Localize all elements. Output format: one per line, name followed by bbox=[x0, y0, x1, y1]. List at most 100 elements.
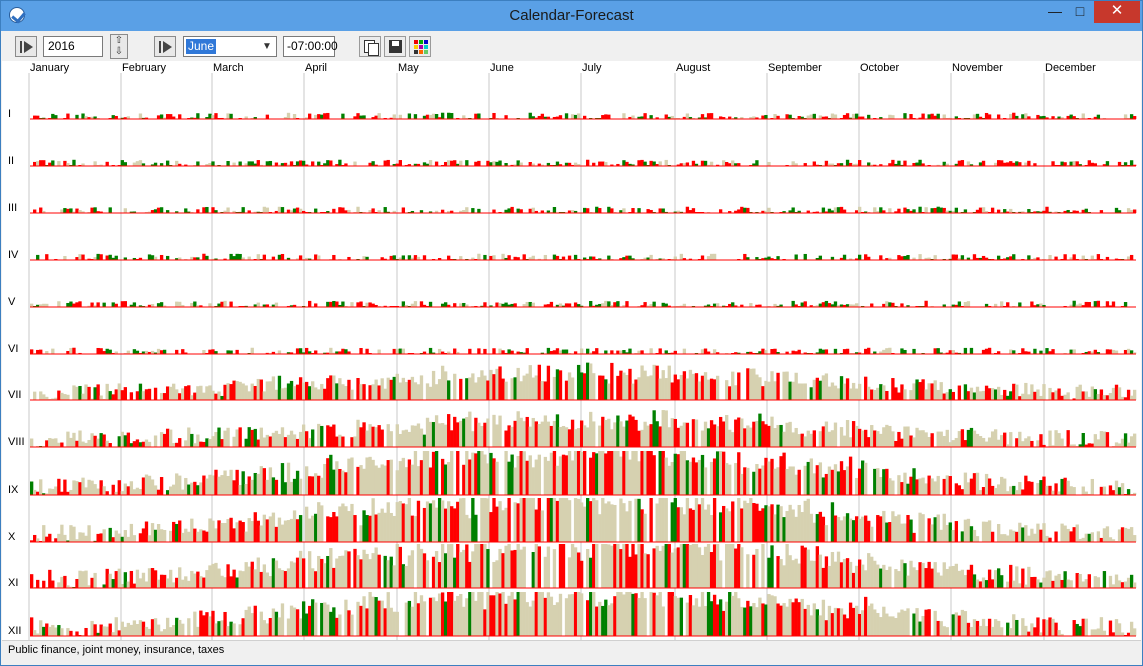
day-bar bbox=[1048, 387, 1052, 400]
day-bar bbox=[371, 426, 375, 447]
day-bar bbox=[404, 429, 409, 447]
day-bar bbox=[592, 351, 596, 354]
day-bar bbox=[513, 599, 517, 636]
day-bar bbox=[301, 352, 306, 354]
day-bar bbox=[691, 509, 696, 542]
day-bar bbox=[842, 614, 847, 636]
day-bar bbox=[688, 544, 693, 588]
day-bar bbox=[277, 433, 282, 447]
day-bar bbox=[392, 210, 396, 213]
day-bar bbox=[407, 113, 412, 119]
day-bar bbox=[33, 534, 37, 542]
day-bar bbox=[365, 348, 369, 354]
day-bar bbox=[839, 257, 844, 260]
day-bar bbox=[1036, 617, 1040, 636]
day-bar bbox=[380, 378, 384, 400]
arrow-down-icon[interactable]: ⇩ bbox=[114, 46, 124, 57]
day-bar bbox=[202, 350, 206, 354]
year-input[interactable]: 2016 bbox=[43, 36, 103, 57]
day-bar bbox=[767, 594, 771, 636]
day-bar bbox=[1045, 348, 1049, 354]
day-bar bbox=[930, 524, 934, 542]
day-bar bbox=[295, 207, 300, 213]
day-bar bbox=[329, 454, 333, 495]
chevron-down-icon[interactable]: ▼ bbox=[262, 41, 272, 52]
day-bar bbox=[1054, 531, 1058, 542]
day-bar bbox=[966, 482, 971, 495]
day-bar bbox=[298, 478, 303, 495]
play-month-button[interactable] bbox=[154, 36, 176, 57]
day-bar bbox=[788, 555, 792, 588]
day-bar bbox=[1060, 523, 1064, 542]
day-bar bbox=[797, 504, 801, 542]
close-button[interactable]: ✕ bbox=[1094, 1, 1140, 23]
day-bar bbox=[1039, 116, 1043, 119]
arrow-up-icon[interactable]: ⇧ bbox=[114, 35, 124, 46]
minimize-button[interactable]: — bbox=[1048, 3, 1062, 19]
chart-canvas[interactable]: January February March April May June July Augu… bbox=[2, 61, 1141, 640]
day-bar bbox=[990, 431, 995, 447]
day-bar bbox=[332, 567, 336, 588]
year-stepper[interactable]: ⇧ ⇩ bbox=[110, 34, 128, 59]
day-bar bbox=[175, 473, 179, 495]
day-bar bbox=[123, 301, 127, 307]
day-bar bbox=[344, 349, 348, 354]
day-bar bbox=[162, 349, 167, 354]
day-bar bbox=[447, 304, 451, 307]
day-bar bbox=[903, 207, 907, 213]
day-bar bbox=[1048, 351, 1052, 354]
day-bar bbox=[72, 385, 76, 400]
time-offset-input[interactable]: -07:00:00 bbox=[283, 36, 338, 57]
day-bar bbox=[601, 544, 605, 588]
day-bar bbox=[335, 461, 339, 495]
day-bar bbox=[815, 258, 819, 260]
day-bar bbox=[652, 548, 656, 588]
day-bar bbox=[474, 544, 478, 588]
day-bar bbox=[1078, 164, 1082, 166]
day-bar bbox=[253, 428, 257, 447]
day-bar bbox=[30, 617, 34, 636]
calendar-chart[interactable]: January February March April May June July Augu… bbox=[2, 61, 1141, 640]
day-bar bbox=[561, 498, 566, 542]
day-bar bbox=[700, 114, 705, 119]
day-bar bbox=[84, 535, 88, 542]
day-bar bbox=[918, 478, 922, 495]
day-bar bbox=[981, 577, 986, 588]
copy-button[interactable] bbox=[359, 36, 381, 57]
day-bar bbox=[1117, 623, 1122, 636]
day-bar bbox=[761, 421, 765, 447]
day-bar bbox=[304, 257, 309, 260]
day-bar bbox=[779, 605, 783, 636]
day-bar bbox=[731, 501, 735, 542]
day-bar bbox=[501, 378, 505, 400]
month-select[interactable]: June ▼ bbox=[183, 36, 277, 57]
day-bar bbox=[332, 301, 336, 307]
day-bar bbox=[1036, 389, 1040, 400]
day-bar bbox=[700, 349, 705, 354]
day-bar bbox=[434, 451, 439, 495]
day-bar bbox=[117, 383, 121, 400]
day-bar bbox=[108, 207, 112, 213]
day-bar bbox=[1051, 490, 1055, 495]
day-bar bbox=[583, 257, 587, 260]
day-bar bbox=[927, 114, 931, 119]
day-bar bbox=[165, 490, 170, 495]
maximize-button[interactable]: □ bbox=[1075, 3, 1085, 19]
day-bar bbox=[314, 473, 318, 495]
day-bar bbox=[891, 511, 895, 542]
day-bar bbox=[812, 430, 816, 447]
color-cell bbox=[424, 45, 428, 49]
day-bar bbox=[114, 617, 118, 636]
color-settings-button[interactable] bbox=[409, 36, 431, 57]
save-button[interactable] bbox=[384, 36, 406, 57]
day-bar bbox=[924, 389, 928, 400]
play-year-button[interactable] bbox=[15, 36, 37, 57]
day-bar bbox=[537, 592, 541, 636]
day-bar bbox=[576, 451, 581, 495]
day-bar bbox=[649, 424, 653, 447]
day-bar bbox=[658, 348, 662, 354]
day-bar bbox=[274, 389, 279, 400]
day-bar bbox=[320, 602, 324, 636]
day-bar bbox=[208, 518, 212, 542]
day-bar bbox=[516, 503, 520, 542]
